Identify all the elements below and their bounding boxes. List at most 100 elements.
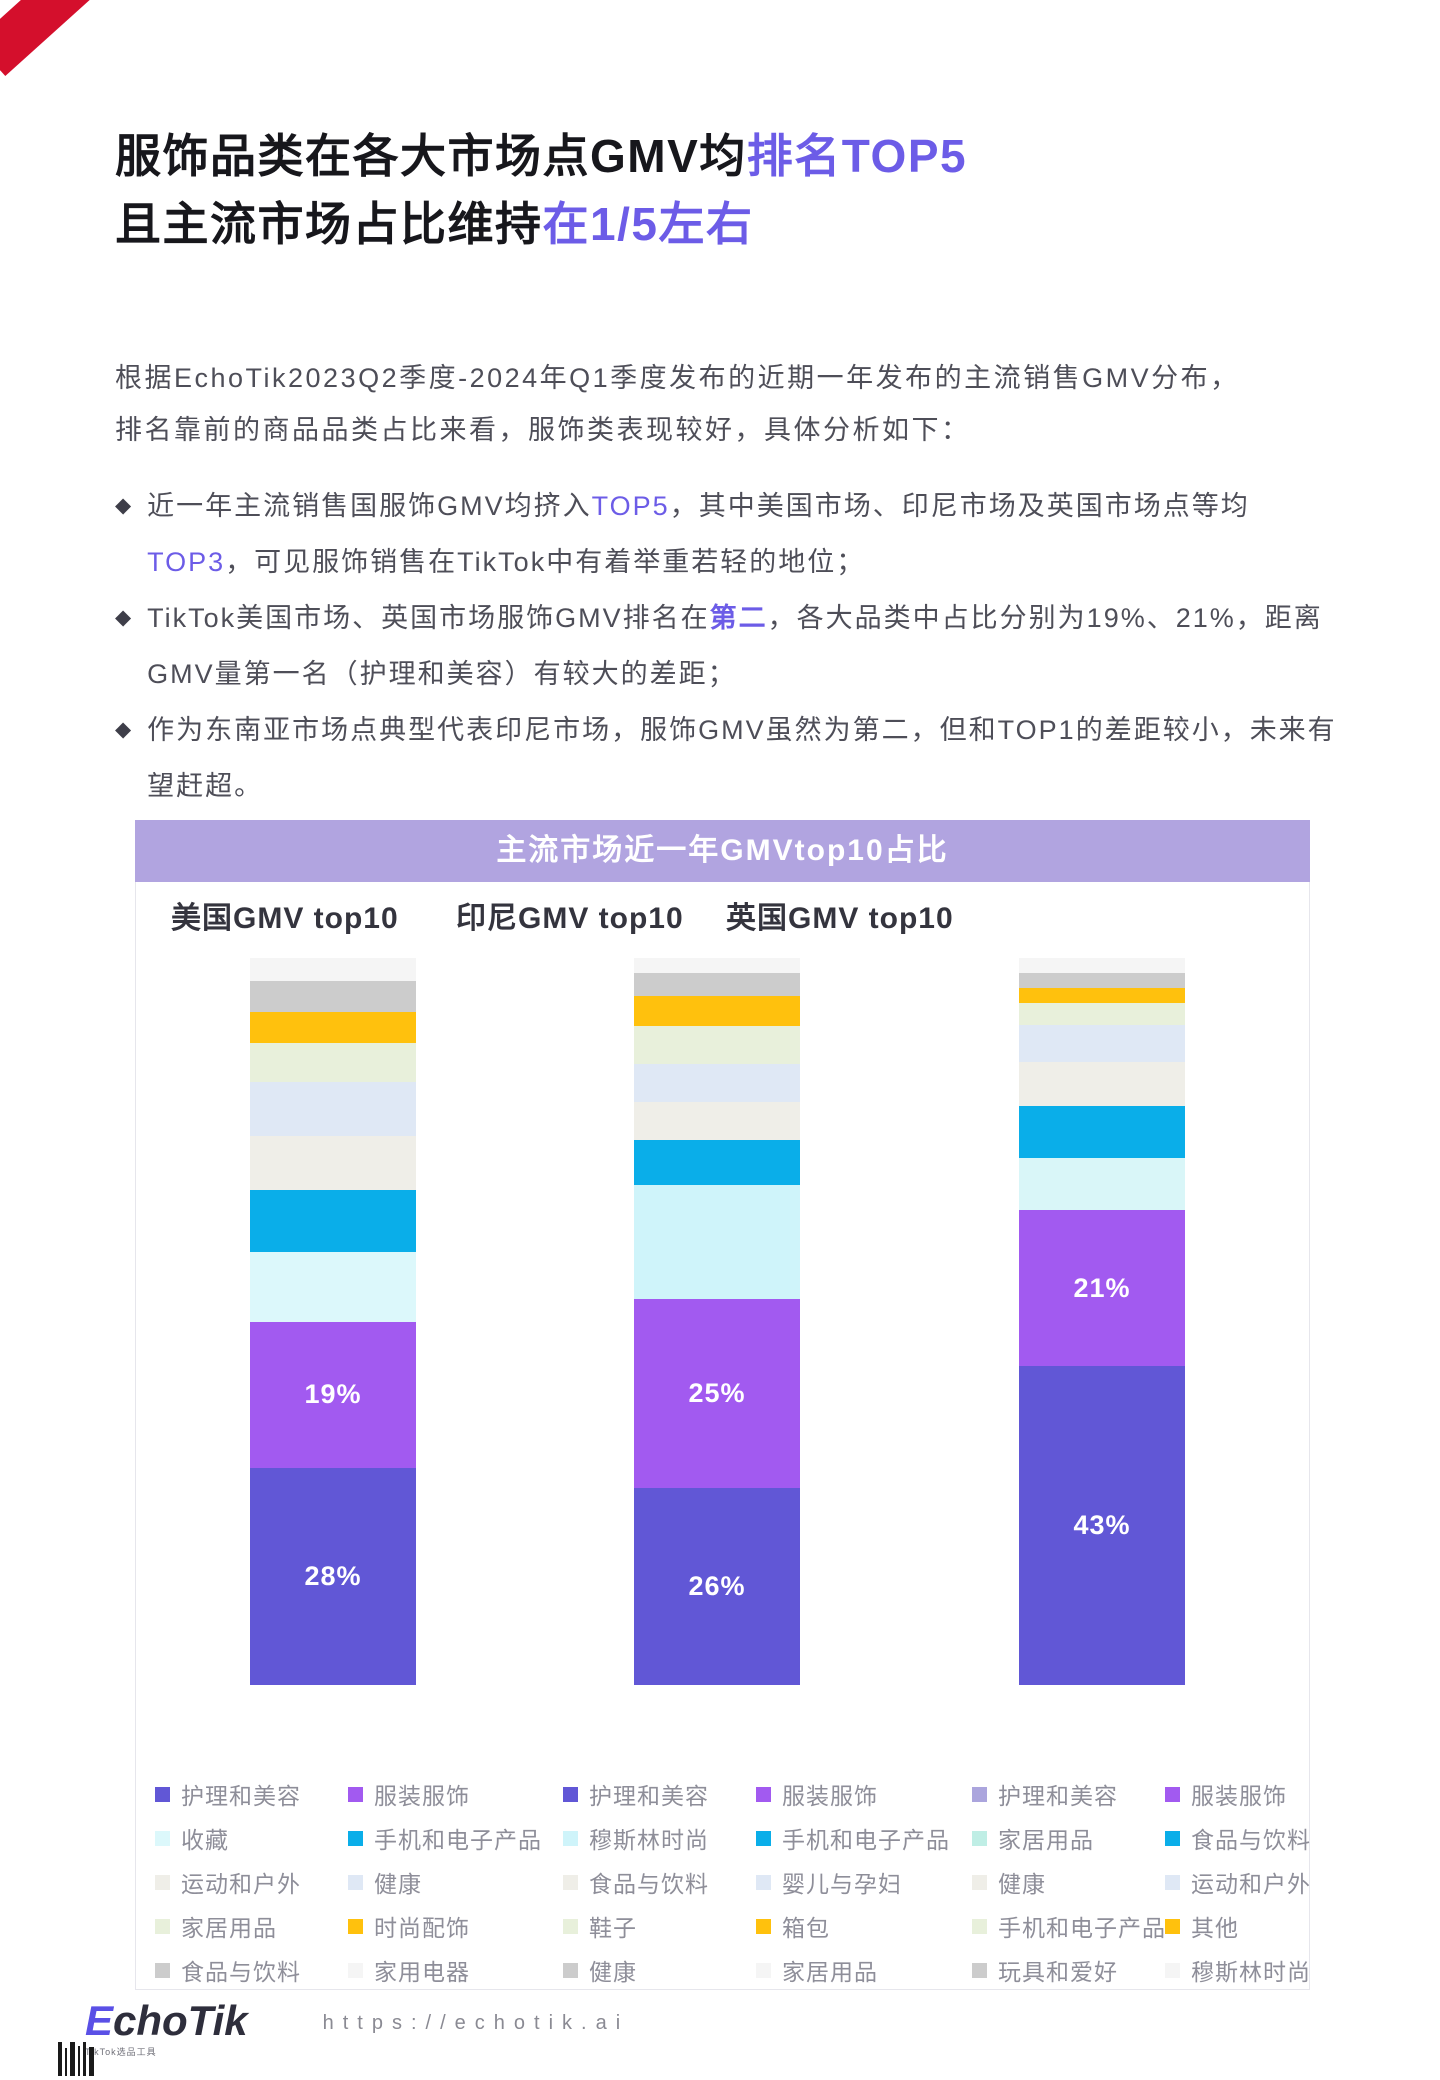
legend-label: 运动和户外: [181, 1871, 301, 1897]
legend-item: 护理和美容: [563, 1780, 756, 1809]
legend-label: 服装服饰: [374, 1783, 470, 1809]
footer-url[interactable]: https://echotik.ai: [322, 2012, 630, 2034]
legend-label: 护理和美容: [998, 1783, 1118, 1809]
bullet-text-part: 近一年主流销售国服饰GMV均挤入: [147, 491, 592, 521]
diamond-bullet-icon: ◆: [115, 606, 134, 629]
legend-label: 玩具和爱好: [998, 1959, 1118, 1985]
legend-swatch-icon: [563, 1830, 578, 1846]
legend-item: 手机和电子产品: [348, 1824, 542, 1853]
bar-segment: [250, 981, 416, 1013]
legend-label: 健康: [374, 1871, 422, 1897]
legend-label: 食品与饮料: [1191, 1827, 1311, 1853]
bullet-item: ◆ 作为东南亚市场点典型代表印尼市场，服饰GMV虽然为第二，但和TOP1的差距较…: [115, 702, 1355, 814]
bar-segment: [250, 1043, 416, 1082]
legend-swatch-icon: [563, 1786, 578, 1802]
legend-swatch-icon: [563, 1874, 578, 1890]
legend-label: 家居用品: [998, 1827, 1094, 1853]
segment-percent-label: 43%: [1073, 1510, 1131, 1540]
logo-letter-e: E: [85, 1997, 114, 2044]
stacked-bar-indonesia: 26% 25%: [634, 958, 800, 1685]
legend-swatch-icon: [155, 1830, 170, 1846]
legend-item: 家居用品: [972, 1824, 1165, 1853]
bar-segment: [250, 1190, 416, 1252]
legend-swatch-icon: [972, 1962, 987, 1978]
legend-label: 穆斯林时尚: [1191, 1959, 1311, 1985]
legend-item: 服装服饰: [756, 1780, 950, 1809]
legend-swatch-icon: [348, 1962, 363, 1978]
legend-label: 家用电器: [374, 1959, 470, 1985]
legend-swatch-icon: [348, 1918, 363, 1934]
legend-swatch-icon: [972, 1786, 987, 1802]
stacked-bar-us: 28% 19%: [250, 958, 416, 1685]
bar-segment: [1019, 1158, 1185, 1211]
bullet-text-part: ，各大品类中占比分别为19%、21%，距离GMV量第一名（护理和美容）有较大的差…: [147, 603, 1323, 689]
legend-item: 穆斯林时尚: [1165, 1956, 1311, 1985]
bar-segment: [1019, 972, 1185, 988]
intro-paragraph: 根据EchoTik2023Q2季度-2024年Q1季度发布的近期一年发布的主流销…: [115, 352, 1240, 456]
legend-swatch-icon: [1165, 1786, 1180, 1802]
legend-swatch-icon: [1165, 1962, 1180, 1978]
legend-item: 其他: [1165, 1912, 1311, 1941]
title-accent: 排名TOP5: [746, 130, 968, 182]
bar-segment: [250, 1012, 416, 1044]
bar-segment: 43%: [1019, 1366, 1185, 1685]
legend-item: 食品与饮料: [1165, 1824, 1311, 1853]
legend-item: 家用电器: [348, 1956, 542, 1985]
legend-label: 婴儿与孕妇: [782, 1871, 902, 1897]
bar-segment: [250, 1251, 416, 1322]
bar-segment: [1019, 1106, 1185, 1159]
legend-item: 时尚配饰: [348, 1912, 542, 1941]
legend-item: 箱包: [756, 1912, 950, 1941]
legend-swatch-icon: [348, 1830, 363, 1846]
legend-label: 其他: [1191, 1915, 1239, 1941]
bullet-text: 作为东南亚市场点典型代表印尼市场，服饰GMV虽然为第二，但和TOP1的差距较小，…: [147, 702, 1355, 814]
legend-label: 箱包: [782, 1915, 830, 1941]
bullet-list: ◆ 近一年主流销售国服饰GMV均挤入TOP5，其中美国市场、印尼市场及英国市场点…: [115, 478, 1355, 814]
title-text: 服饰品类在各大市场点GMV均: [115, 130, 747, 182]
legend-label: 运动和户外: [1191, 1871, 1311, 1897]
bullet-text-part: 作为东南亚市场点典型代表印尼市场，服饰GMV虽然为第二，但和TOP1的差距较小，…: [147, 715, 1337, 801]
bar-segment: 25%: [634, 1298, 800, 1489]
legend-item: 鞋子: [563, 1912, 756, 1941]
bar-segment: [250, 1081, 416, 1136]
legend-item: 手机和电子产品: [972, 1912, 1165, 1941]
legend-label: 服装服饰: [782, 1783, 878, 1809]
legend-swatch-icon: [756, 1830, 771, 1846]
segment-percent-label: 25%: [688, 1377, 746, 1408]
bullet-accent: TOP3: [147, 547, 226, 577]
title-text: 且主流市场占比维持: [115, 198, 543, 250]
legend-swatch-icon: [563, 1962, 578, 1978]
legend-label: 家居用品: [782, 1959, 878, 1985]
bar-segment: [634, 1101, 800, 1140]
chart-title-indonesia: 印尼GMV top10: [456, 902, 684, 935]
legend-label: 食品与饮料: [181, 1959, 301, 1985]
segment-percent-label: 28%: [304, 1561, 362, 1592]
legend-item: 食品与饮料: [563, 1868, 756, 1897]
segment-percent-label: 26%: [688, 1571, 746, 1602]
bar-segment: [1019, 987, 1185, 1003]
bullet-text-part: ，可见服饰销售在TikTok中有着举重若轻的地位；: [225, 547, 866, 577]
legend-swatch-icon: [155, 1786, 170, 1802]
legend-label: 食品与饮料: [589, 1871, 709, 1897]
bullet-item: ◆ 近一年主流销售国服饰GMV均挤入TOP5，其中美国市场、印尼市场及英国市场点…: [115, 478, 1355, 590]
bar-segment: [250, 958, 416, 982]
bullet-text-part: ，其中美国市场、印尼市场及英国市场点等均: [669, 491, 1250, 521]
page-title-line1: 服饰品类在各大市场点GMV均排名TOP5: [115, 122, 967, 190]
legend-label: 护理和美容: [589, 1783, 709, 1809]
legend-us: 护理和美容 服装服饰 收藏 手机和电子产品 运动和户外 健康 家居用品 时尚配饰 食品与饮料 家用…: [155, 1780, 542, 1985]
bullet-item: ◆ TikTok美国市场、英国市场服饰GMV排名在第二，各大品类中占比分别为19…: [115, 590, 1355, 702]
legend-swatch-icon: [1165, 1874, 1180, 1890]
bar-segment: [634, 1139, 800, 1186]
legend-item: 护理和美容: [155, 1780, 348, 1809]
legend-swatch-icon: [972, 1918, 987, 1934]
bullet-accent: 第二: [709, 603, 768, 633]
bar-segment: [1019, 1002, 1185, 1025]
bar-segment: [634, 973, 800, 996]
legend-item: 健康: [972, 1868, 1165, 1897]
bar-segment: [634, 995, 800, 1027]
bullet-text-part: TikTok美国市场、英国市场服饰GMV排名在: [147, 603, 710, 633]
legend-label: 手机和电子产品: [374, 1827, 542, 1853]
legend-swatch-icon: [348, 1874, 363, 1890]
legend-swatch-icon: [155, 1918, 170, 1934]
echotik-logo: EchoTik: [85, 1998, 248, 2044]
